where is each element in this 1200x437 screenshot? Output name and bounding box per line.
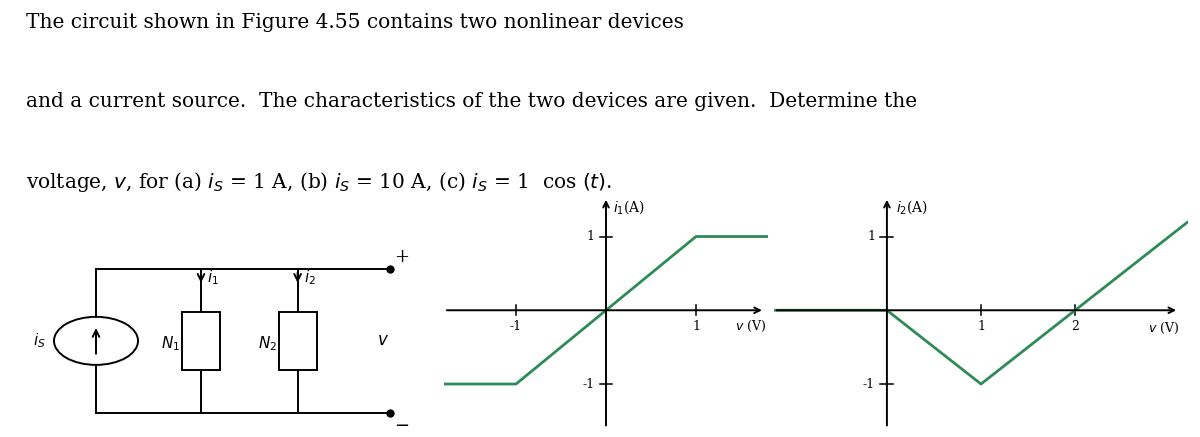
Text: $N_1$: $N_1$ [161, 334, 180, 353]
Text: +: + [394, 248, 409, 267]
Text: $i_2$: $i_2$ [304, 268, 316, 287]
Text: 1: 1 [692, 319, 700, 333]
Text: $v$ (V): $v$ (V) [1147, 321, 1178, 336]
Text: 1: 1 [977, 319, 985, 333]
Text: $-$: $-$ [394, 415, 409, 434]
Text: The circuit shown in Figure 4.55 contains two nonlinear devices: The circuit shown in Figure 4.55 contain… [26, 13, 684, 32]
Text: voltage, $v$, for (a) $i_S$ = 1 A, (b) $i_S$ = 10 A, (c) $i_S$ = 1  cos $(t)$.: voltage, $v$, for (a) $i_S$ = 1 A, (b) $… [26, 170, 612, 194]
Bar [182, 312, 220, 370]
Text: $i_1$: $i_1$ [208, 268, 220, 287]
Text: $i_S$: $i_S$ [34, 332, 46, 350]
Text: $v$ (V): $v$ (V) [736, 319, 767, 334]
Text: -1: -1 [863, 378, 875, 391]
Text: $i_2$(A): $i_2$(A) [896, 198, 929, 216]
Text: -1: -1 [510, 319, 522, 333]
Text: and a current source.  The characteristics of the two devices are given.  Determ: and a current source. The characteristic… [26, 92, 917, 111]
Text: $N_2$: $N_2$ [258, 334, 277, 353]
Text: $i_1$(A): $i_1$(A) [613, 198, 646, 216]
Text: $v$: $v$ [377, 333, 390, 349]
Text: 2: 2 [1072, 319, 1079, 333]
Text: 1: 1 [868, 230, 875, 243]
Text: -1: -1 [582, 378, 595, 391]
Text: 1: 1 [587, 230, 595, 243]
Bar [278, 312, 317, 370]
